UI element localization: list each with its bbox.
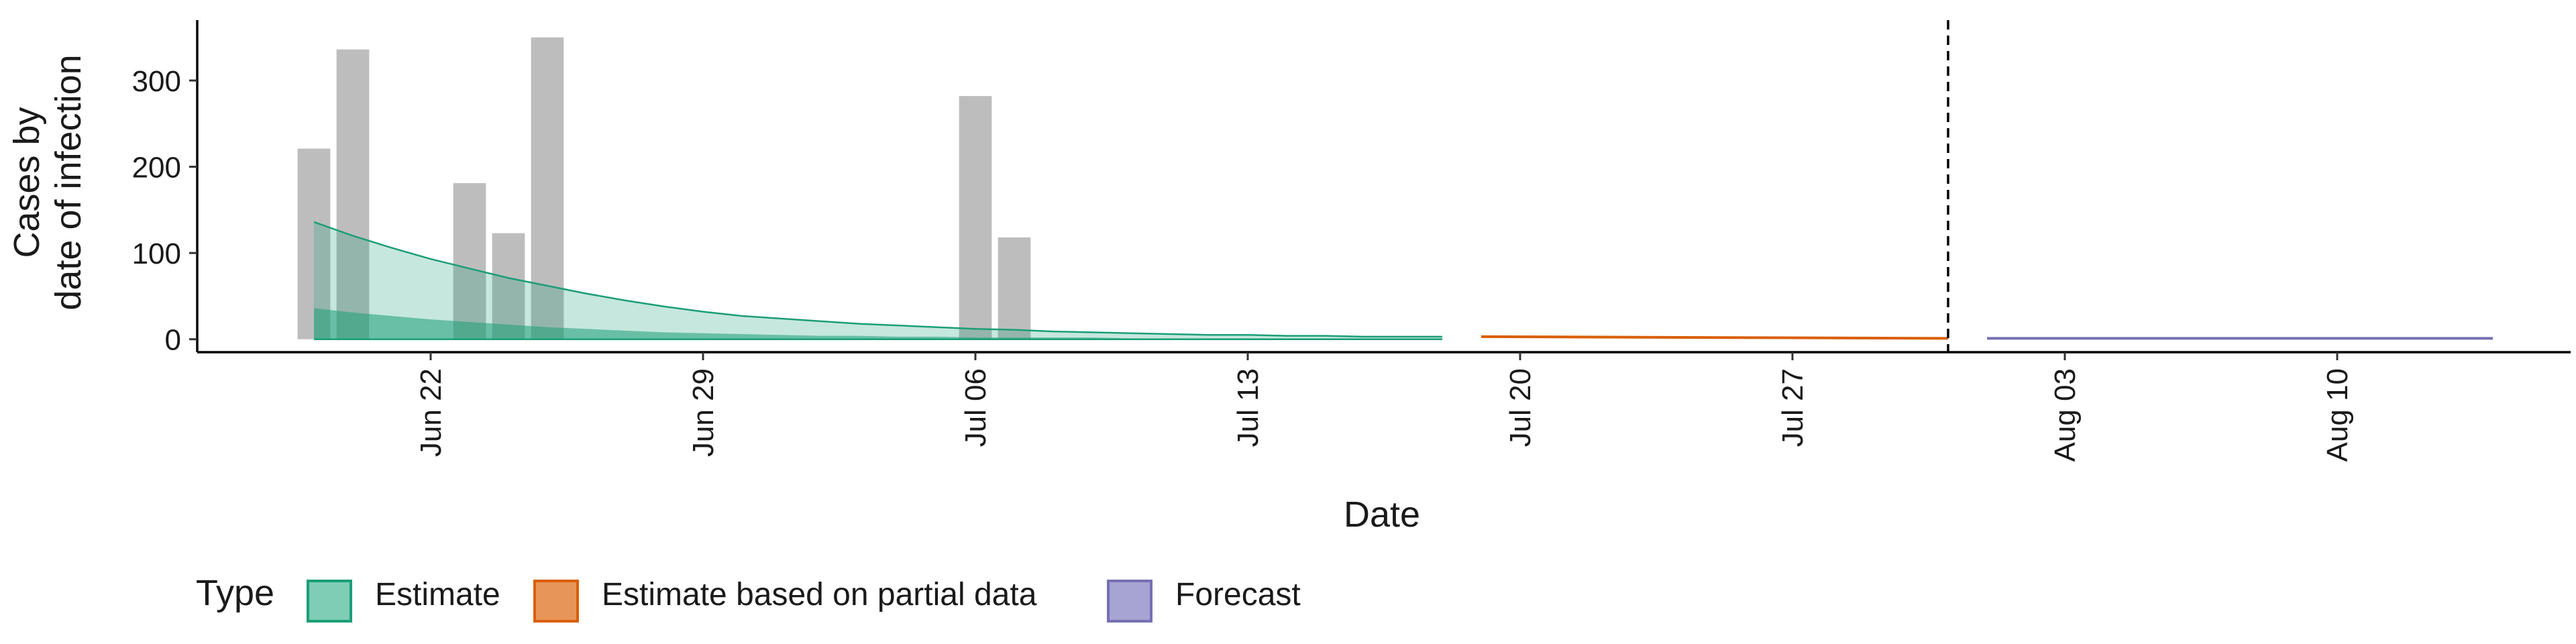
x-tick-label: Jul 06 <box>959 368 992 447</box>
x-tick-label: Jul 13 <box>1232 368 1265 447</box>
legend: Type Estimate Estimate based on partial da… <box>196 573 1301 623</box>
case-bar <box>492 233 525 339</box>
legend-title: Type <box>196 573 274 613</box>
case-bar <box>336 49 370 339</box>
plot-area <box>297 20 2493 352</box>
case-bar <box>959 96 992 339</box>
y-axis-title-line-1: Cases by <box>7 107 47 258</box>
estimate-ribbon-50 <box>314 308 1442 339</box>
legend-label: Estimate based on partial data <box>602 577 1037 612</box>
case-bar <box>453 183 486 339</box>
x-tick-label: Jul 27 <box>1776 368 1809 447</box>
y-axis-title-line-2: date of infection <box>48 54 89 310</box>
x-tick-label: Aug 03 <box>2049 368 2082 462</box>
axes: 0 100 200 300 Jun 22 Jun 29 Jul 06 Jul 13 Jul 20… <box>132 20 2571 462</box>
legend-swatch <box>307 580 352 623</box>
y-tick-label: 300 <box>132 65 181 98</box>
estimate-ribbon-90 <box>314 221 1442 339</box>
case-bar <box>531 37 564 339</box>
y-tick-label: 200 <box>132 152 181 184</box>
partial-estimate-line <box>1481 335 1949 340</box>
y-axis-title: Cases by date of infection <box>7 54 89 310</box>
legend-label: Forecast <box>1175 577 1301 612</box>
x-tick-label: Aug 10 <box>2321 368 2354 462</box>
legend-swatch <box>1107 580 1152 623</box>
legend-swatch <box>533 580 579 623</box>
estimate-upper-line <box>313 221 1442 338</box>
y-tick-label: 100 <box>132 237 181 270</box>
legend-label: Estimate <box>375 577 500 612</box>
x-axis-title: Date <box>1344 494 1420 535</box>
x-tick-label: Jun 22 <box>415 368 447 457</box>
case-bar <box>998 237 1031 339</box>
y-tick-label: 0 <box>165 324 181 357</box>
x-tick-label: Jul 20 <box>1504 368 1537 447</box>
case-bar <box>297 148 331 339</box>
x-tick-label: Jun 29 <box>687 368 720 457</box>
